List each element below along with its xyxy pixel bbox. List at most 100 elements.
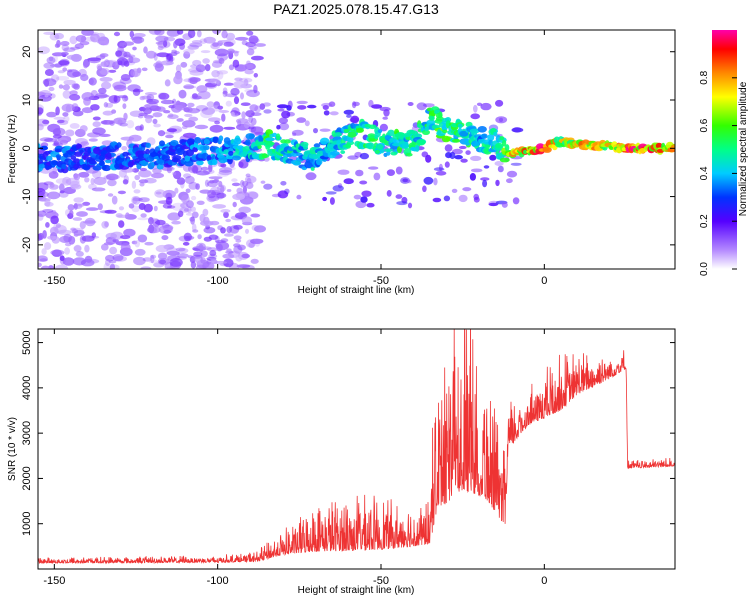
noise-blob <box>222 87 228 94</box>
noise-blob <box>223 166 236 171</box>
noise-blob <box>185 175 195 185</box>
noise-blob <box>182 241 190 246</box>
noise-blob <box>39 137 54 142</box>
noise-blob <box>501 201 508 208</box>
noise-blob <box>147 226 158 234</box>
noise-blob <box>103 175 116 180</box>
ridge-blob <box>445 120 451 128</box>
noise-blob <box>80 73 89 82</box>
noise-blob <box>250 213 261 218</box>
noise-blob <box>244 69 254 75</box>
noise-blob <box>190 206 196 212</box>
noise-blob <box>44 69 54 76</box>
ridge-blob <box>79 149 84 154</box>
noise-blob <box>101 81 112 90</box>
noise-blob <box>113 95 118 103</box>
noise-blob <box>242 264 255 269</box>
noise-blob <box>48 86 55 92</box>
ridge-blob <box>79 158 84 166</box>
ridge-blob <box>523 149 528 155</box>
noise-blob <box>223 82 234 86</box>
noise-blob <box>152 118 158 125</box>
noise-blob <box>208 163 213 173</box>
ridge-blob <box>320 137 330 145</box>
noise-blob <box>225 100 232 107</box>
noise-blob <box>240 102 251 106</box>
noise-blob <box>69 180 81 189</box>
noise-blob <box>81 30 94 36</box>
noise-blob <box>233 224 243 230</box>
noise-blob <box>350 115 360 124</box>
noise-blob <box>202 58 210 64</box>
noise-blob <box>225 218 232 223</box>
noise-blob <box>105 258 111 266</box>
noise-blob <box>254 225 266 233</box>
ridge-blob <box>265 137 275 142</box>
ridge-blob <box>426 119 436 126</box>
noise-blob <box>244 175 257 184</box>
noise-blob <box>77 203 85 207</box>
noise-blob <box>444 161 450 168</box>
noise-blob <box>67 204 75 211</box>
noise-blob <box>199 189 212 194</box>
noise-blob <box>113 117 127 125</box>
y-tick-label: 3000 <box>21 421 33 445</box>
noise-blob <box>253 73 258 78</box>
noise-blob <box>130 68 141 78</box>
noise-blob <box>306 104 317 109</box>
noise-blob <box>113 31 121 37</box>
noise-blob <box>250 238 264 244</box>
noise-blob <box>112 254 124 262</box>
ridge-blob <box>471 140 480 147</box>
noise-blob <box>462 187 472 192</box>
noise-blob <box>153 123 161 128</box>
x-tick-label: -50 <box>373 275 389 287</box>
noise-blob <box>209 249 217 257</box>
noise-blob <box>50 249 65 256</box>
noise-blob <box>85 207 99 211</box>
noise-blob <box>63 233 73 243</box>
noise-blob <box>495 116 508 124</box>
noise-blob <box>131 196 138 205</box>
noise-blob <box>396 201 408 206</box>
noise-blob <box>321 102 333 108</box>
noise-blob <box>241 216 253 225</box>
noise-blob <box>226 248 232 252</box>
noise-blob <box>395 166 403 175</box>
noise-blob <box>45 222 50 228</box>
noise-blob <box>236 64 246 70</box>
noise-blob <box>230 87 240 96</box>
noise-blob <box>238 206 251 214</box>
noise-blob <box>79 125 88 133</box>
noise-blob <box>144 92 158 96</box>
noise-blob <box>57 229 72 235</box>
noise-blob <box>73 202 78 210</box>
y-tick-label: 2000 <box>21 466 33 490</box>
noise-blob <box>73 245 82 252</box>
noise-blob <box>241 111 246 119</box>
ridge-blob <box>477 126 487 133</box>
ridge-blob <box>451 138 461 143</box>
noise-blob <box>72 257 87 266</box>
noise-blob <box>141 67 148 72</box>
noise-blob <box>325 191 337 195</box>
ridge-blob <box>401 141 409 150</box>
noise-blob <box>128 55 134 64</box>
noise-blob <box>108 260 117 264</box>
noise-blob <box>38 46 50 55</box>
noise-blob <box>470 113 481 120</box>
noise-blob <box>395 194 403 199</box>
noise-blob <box>62 112 69 117</box>
noise-blob <box>72 217 83 221</box>
noise-blob <box>165 53 172 62</box>
noise-blob <box>98 87 107 94</box>
noise-blob <box>296 100 308 105</box>
noise-blob <box>231 182 241 187</box>
noise-blob <box>212 42 219 47</box>
ridge-blob <box>39 146 48 151</box>
noise-blob <box>226 226 232 234</box>
noise-blob <box>195 105 208 112</box>
noise-blob <box>103 262 111 269</box>
noise-blob <box>47 191 61 200</box>
noise-blob <box>225 32 236 41</box>
